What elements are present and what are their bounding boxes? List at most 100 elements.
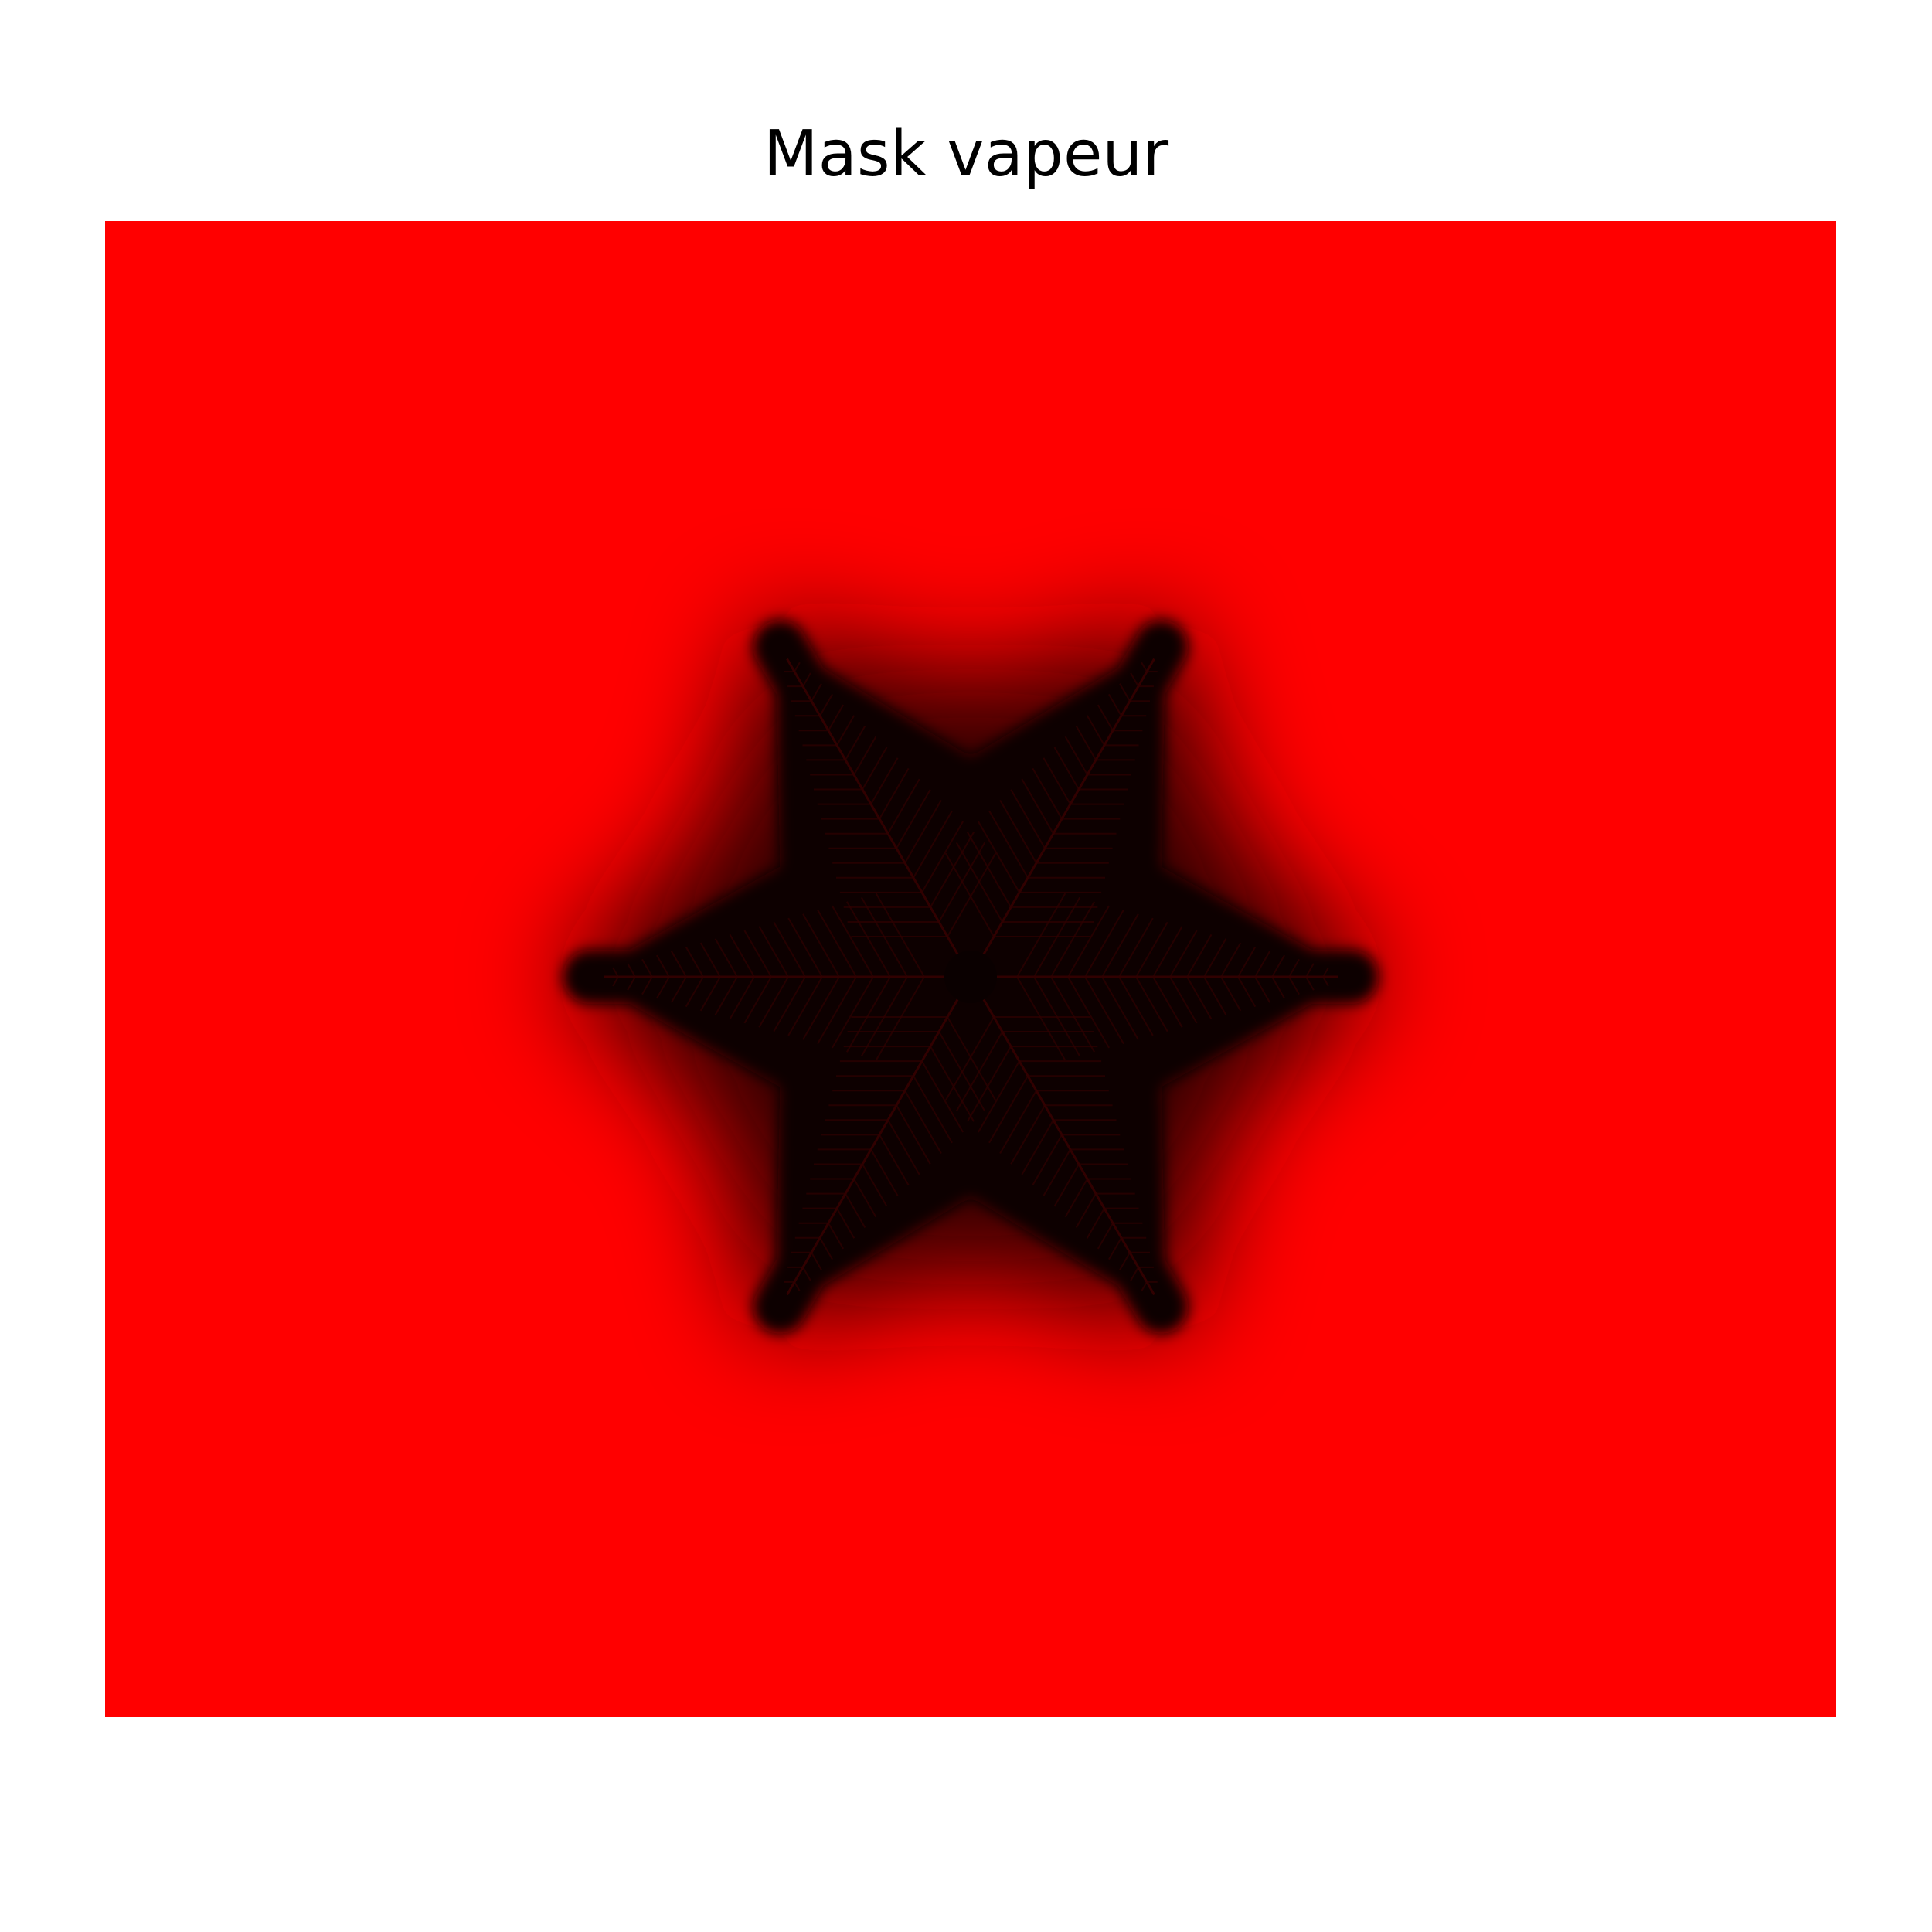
dendrite-branch: [887, 1119, 920, 1175]
dendrite-branch: [978, 1060, 1020, 1133]
dendrite-branch: [641, 976, 653, 995]
dendrite-branch: [685, 946, 704, 978]
dendrite-branch: [1305, 963, 1315, 978]
dendrite-branch: [999, 1090, 1037, 1154]
dendrite-spine: [786, 658, 972, 978]
dendrite-branch: [967, 1046, 1012, 1122]
dendrite-branch: [802, 672, 811, 687]
dendrite-branch: [988, 1075, 1029, 1144]
dendrite-branch: [1032, 1134, 1063, 1186]
dendrite-branch: [1135, 921, 1168, 978]
dendrite-branch: [978, 821, 1020, 893]
dendrite-branch: [758, 926, 789, 978]
dendrite-branch: [1322, 967, 1329, 978]
dendrite-branch: [794, 662, 801, 672]
dendrite-branch: [656, 954, 670, 978]
dendrite-branch: [1067, 976, 1110, 1049]
dendrite-branch: [1254, 976, 1271, 1003]
dendrite-branch: [1010, 789, 1046, 849]
dendrite-branch: [853, 1179, 877, 1218]
dendrite-branch: [930, 832, 975, 908]
dendrite-branch: [1043, 757, 1071, 805]
dendrite-branch: [1075, 1193, 1097, 1228]
dendrite-branch: [1021, 778, 1054, 835]
dendrite-branch: [811, 1252, 822, 1270]
dendrite-branch: [845, 1193, 866, 1228]
dendrite-branch: [870, 757, 899, 805]
dendrite-branch: [773, 976, 806, 1032]
dendrite-branch: [845, 726, 866, 760]
dendrite-branch: [1010, 1104, 1046, 1165]
dendrite-branch: [641, 958, 653, 978]
dendrite-branch: [860, 976, 908, 1057]
dendrite-branch: [802, 913, 840, 978]
dendrite-branch: [1053, 747, 1080, 791]
vapour-mask-image: [105, 221, 1836, 1717]
dendrite-branch: [787, 976, 823, 1036]
dendrite-branch: [1288, 976, 1300, 995]
dendrite-branch: [1097, 704, 1114, 731]
dendrite-branch: [729, 934, 755, 978]
dendrite-branch: [787, 917, 823, 978]
dendrite-branch: [1220, 942, 1242, 978]
dendrite-spine: [969, 976, 1155, 1296]
dendrite-branch: [743, 976, 772, 1024]
dendrite-branch: [832, 976, 874, 1049]
dendrite-branch: [904, 800, 942, 864]
dendrite-branch: [758, 976, 789, 1028]
dendrite-branch: [853, 736, 877, 775]
dendrite-branch: [913, 1075, 953, 1144]
dendrite-branch: [1086, 1208, 1105, 1239]
dendrite-branch: [913, 810, 953, 879]
dendrite-branch: [836, 1208, 855, 1239]
dendrite-branch: [875, 976, 925, 1061]
dendrite-branch: [1141, 662, 1148, 672]
dendrite-branch: [1053, 1163, 1080, 1207]
dendrite-branch: [794, 1281, 801, 1292]
dendrite-branch: [1108, 1237, 1122, 1260]
dendrite-branch: [862, 1163, 888, 1207]
dendrite-branch: [944, 852, 995, 937]
dendrite-branch: [685, 976, 704, 1008]
dendrite-branch: [1203, 976, 1227, 1015]
dendrite-branch: [1118, 976, 1154, 1036]
dendrite-branch: [1064, 1179, 1088, 1218]
dendrite-branch: [656, 976, 670, 999]
dendrite-branch: [921, 1060, 964, 1133]
dendrite-branch: [1152, 976, 1183, 1028]
dendrite-branch: [1119, 683, 1131, 702]
dendrite-branch: [1075, 726, 1097, 760]
dendrite-branch: [1043, 1148, 1071, 1196]
dendrite-branch: [988, 810, 1029, 879]
dendrite-branch: [1254, 951, 1271, 978]
dendrite-branch: [1271, 976, 1285, 999]
dendrite-branch: [1203, 938, 1227, 978]
dendrite-branch: [828, 704, 845, 731]
dendrite-branch: [862, 747, 888, 791]
dendrite-branch: [1220, 976, 1242, 1012]
dendrite-branch: [802, 976, 840, 1040]
mask-image-panel: [105, 221, 1836, 1717]
dendrite-branch: [1084, 909, 1124, 978]
dendrite-branch: [967, 832, 1012, 908]
dendrite-branch: [1130, 1267, 1139, 1281]
dendrite-branch: [773, 921, 806, 978]
dendrite-branch: [1032, 767, 1063, 820]
dendrite-branch: [627, 963, 636, 978]
dendrite-branch: [1152, 926, 1183, 978]
dendrite-branch: [1271, 954, 1285, 978]
dendrite-branch: [1169, 930, 1198, 978]
dendrite-branch: [955, 842, 1003, 923]
dendrite-branch: [1288, 958, 1300, 978]
dendrite-branch: [817, 976, 857, 1045]
dendrite-branch: [879, 767, 910, 820]
dendrite-branch: [743, 930, 772, 978]
dendrite-branch: [921, 821, 964, 893]
dendrite-branch: [832, 905, 874, 978]
dendrite-spine: [969, 658, 1155, 978]
dendrite-branch: [1086, 715, 1105, 746]
dendrite-branch: [999, 800, 1037, 864]
dendrite-branch: [879, 1134, 910, 1186]
figure-title: Mask vapeur: [763, 117, 1169, 191]
dendrite-branch: [1305, 976, 1315, 991]
